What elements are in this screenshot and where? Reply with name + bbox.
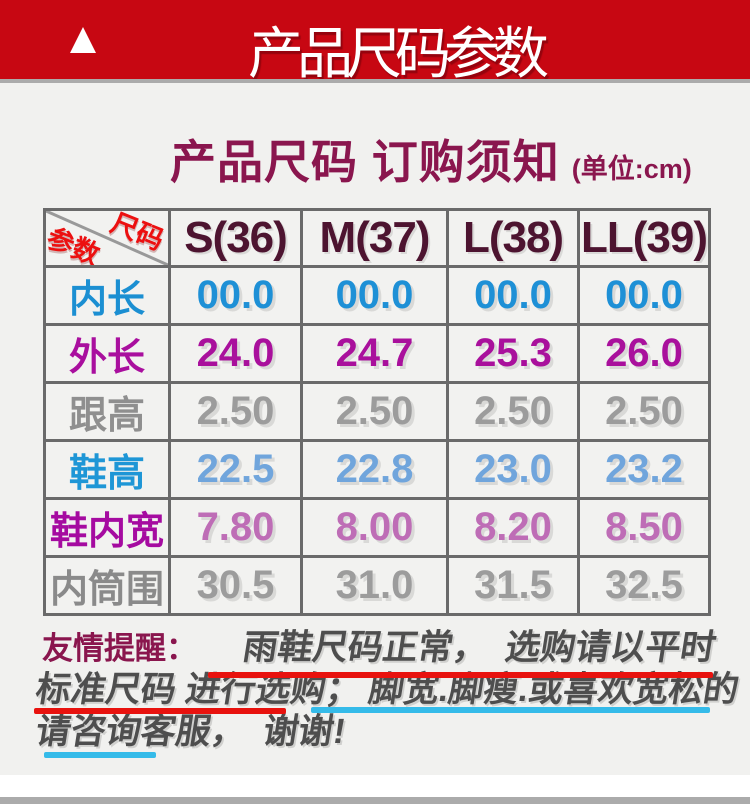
value-cell: 00.0: [577, 265, 711, 326]
table-row-shoe-height: 鞋高 22.5 22.8 23.0 23.2: [43, 439, 711, 500]
cyan-underline-2: [44, 752, 156, 758]
row-label: 内长: [43, 265, 171, 326]
corner-diagonal-line: [46, 211, 168, 265]
value-cell: 2.50: [168, 381, 303, 442]
top-banner: 产品尺码参数: [0, 0, 750, 86]
column-header-s36: S(36): [168, 208, 303, 268]
value-cell: 31.5: [446, 555, 580, 616]
value-cell: 2.50: [300, 381, 449, 442]
value-cell: 25.3: [446, 323, 580, 384]
value-cell: 26.0: [577, 323, 711, 384]
row-label: 内筒围: [43, 555, 171, 616]
value-cell: 00.0: [446, 265, 580, 326]
row-label: 鞋内宽: [43, 497, 171, 558]
notice-line-3: 请咨询客服， 谢谢!: [32, 712, 349, 752]
banner-shadow: [0, 79, 750, 83]
value-cell: 2.50: [446, 381, 580, 442]
table-row-inner-girth: 内筒围 30.5 31.0 31.5 32.5: [43, 555, 711, 616]
table-row-inner-width: 鞋内宽 7.80 8.00 8.20 8.50: [43, 497, 711, 558]
value-cell: 8.20: [446, 497, 580, 558]
red-underline-1: [208, 672, 713, 678]
value-cell: 8.50: [577, 497, 711, 558]
table-row-outer-length: 外长 24.0 24.7 25.3 26.0: [43, 323, 711, 384]
cyan-underline-1: [311, 707, 710, 713]
value-cell: 7.80: [168, 497, 303, 558]
red-underline-2: [34, 708, 286, 714]
table-row-inner-length: 内长 00.0 00.0 00.0 00.0: [43, 265, 711, 326]
page-title: 产品尺码 订购须知 (单位:cm): [170, 126, 692, 192]
value-cell: 22.8: [300, 439, 449, 500]
value-cell: 32.5: [577, 555, 711, 616]
row-label: 鞋高: [43, 439, 171, 500]
notice-label: 友情提醒：: [42, 631, 197, 666]
bottom-bar: [0, 797, 750, 804]
notice-line-1: 友情提醒： 雨鞋尺码正常， 选购请以平时: [42, 628, 719, 669]
value-cell: 23.0: [446, 439, 580, 500]
table-row-heel-height: 跟高 2.50 2.50 2.50 2.50: [43, 381, 711, 442]
row-label: 外长: [43, 323, 171, 384]
value-cell: 22.5: [168, 439, 303, 500]
row-label: 跟高: [43, 381, 171, 442]
value-cell: 8.00: [300, 497, 449, 558]
size-table: 尺码 参数 S(36) M(37) L(38) LL(39) 内长 00.0 0…: [43, 208, 711, 616]
banner-title: 产品尺码参数: [248, 24, 549, 86]
value-cell: 31.0: [300, 555, 449, 616]
column-header-m37: M(37): [300, 208, 449, 268]
value-cell: 23.2: [577, 439, 711, 500]
notice-text-1: 雨鞋尺码正常， 选购请以平时: [239, 628, 719, 667]
unit-label: (单位:cm): [571, 154, 692, 184]
corner-cell: 尺码 参数: [43, 208, 171, 268]
value-cell: 30.5: [168, 555, 303, 616]
value-cell: 2.50: [577, 381, 711, 442]
value-cell: 00.0: [168, 265, 303, 326]
value-cell: 00.0: [300, 265, 449, 326]
table-header-row: 尺码 参数 S(36) M(37) L(38) LL(39): [43, 208, 711, 268]
notice-text-3: 请咨询客服， 谢谢!: [32, 712, 349, 751]
value-cell: 24.7: [300, 323, 449, 384]
value-cell: 24.0: [168, 323, 303, 384]
column-header-ll39: LL(39): [577, 208, 711, 268]
page-title-main: 产品尺码 订购须知: [170, 136, 560, 188]
up-triangle-icon: [70, 27, 96, 53]
column-header-l38: L(38): [446, 208, 580, 268]
